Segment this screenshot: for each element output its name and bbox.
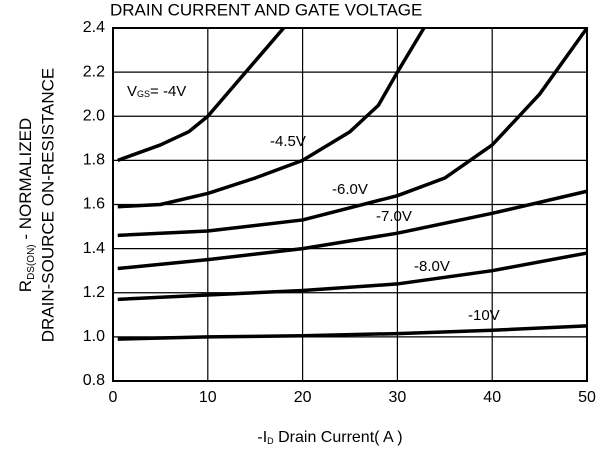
y-tick-label: 1.8 [83,152,105,169]
y-tick-label: 2.0 [83,107,105,124]
x-tick-label: 40 [483,389,501,406]
x-tick-label: 0 [109,389,118,406]
y-axis-label: DRAIN-SOURCE ON-RESISTANCE [38,68,57,343]
y-tick-label: 0.8 [83,372,105,389]
series-label-part: V [127,83,137,100]
series-line [117,324,588,341]
y-tick-label: 2.2 [83,63,105,80]
series-line [117,251,588,302]
x-tick-label: 20 [294,389,312,406]
series-line [117,189,588,271]
series-label: -8.0V [414,258,450,275]
y-tick-label: 1.2 [83,284,105,301]
series-label: -7.0V [376,208,412,225]
series-label-part: GS [137,89,150,99]
x-axis-label: -ID Drain Current( A ) [257,429,402,446]
y-tick-label: 1.6 [83,196,105,213]
series-line [117,27,426,209]
series-label: VGS= -4V [127,83,186,100]
series-label: -6.0V [332,181,368,198]
y-tick-label: 1.4 [83,240,105,257]
series-label: -10V [468,307,500,324]
plot-frame [112,27,588,382]
series-label-part: = -4V [150,83,186,100]
series-label: -4.5V [270,133,306,150]
series-line [117,26,589,238]
x-tick-label: 30 [389,389,407,406]
y-tick-label: 1.0 [83,328,105,345]
chart-title: DRAIN CURRENT AND GATE VOLTAGE [110,0,422,19]
series-line [117,26,285,163]
x-tick-label: 50 [578,389,596,406]
y-axis-label: RDS(ON) - NORMALIZED [16,118,36,292]
y-tick-label: 2.4 [83,19,105,36]
x-tick-label: 10 [199,389,217,406]
